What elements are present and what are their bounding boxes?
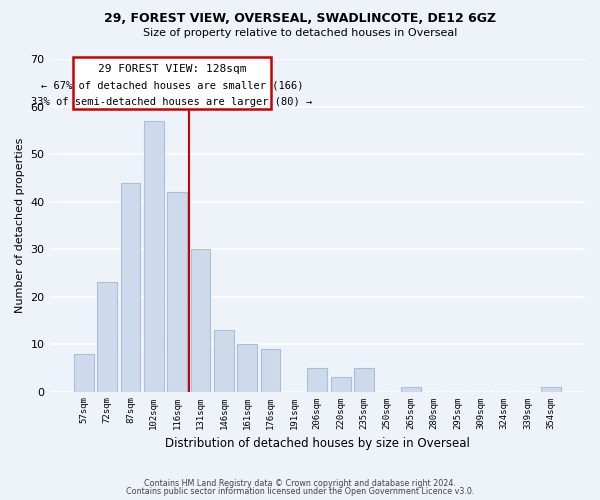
Bar [354,368,374,392]
Text: Contains HM Land Registry data © Crown copyright and database right 2024.: Contains HM Land Registry data © Crown c… [144,478,456,488]
Bar [121,182,140,392]
Text: 29, FOREST VIEW, OVERSEAL, SWADLINCOTE, DE12 6GZ: 29, FOREST VIEW, OVERSEAL, SWADLINCOTE, … [104,12,496,26]
Bar [238,344,257,392]
Bar [74,354,94,392]
Text: Contains public sector information licensed under the Open Government Licence v3: Contains public sector information licen… [126,487,474,496]
Bar [331,378,350,392]
FancyBboxPatch shape [73,56,271,109]
Bar [307,368,327,392]
Bar [191,249,211,392]
Bar [214,330,234,392]
Bar [167,192,187,392]
Bar [97,282,117,392]
Text: Size of property relative to detached houses in Overseal: Size of property relative to detached ho… [143,28,457,38]
Bar [541,387,560,392]
Text: ← 67% of detached houses are smaller (166): ← 67% of detached houses are smaller (16… [41,80,303,90]
Y-axis label: Number of detached properties: Number of detached properties [15,138,25,313]
Text: 29 FOREST VIEW: 128sqm: 29 FOREST VIEW: 128sqm [98,64,246,74]
Bar [144,121,164,392]
X-axis label: Distribution of detached houses by size in Overseal: Distribution of detached houses by size … [165,437,470,450]
Bar [401,387,421,392]
Text: 33% of semi-detached houses are larger (80) →: 33% of semi-detached houses are larger (… [31,97,313,107]
Bar [260,349,280,392]
